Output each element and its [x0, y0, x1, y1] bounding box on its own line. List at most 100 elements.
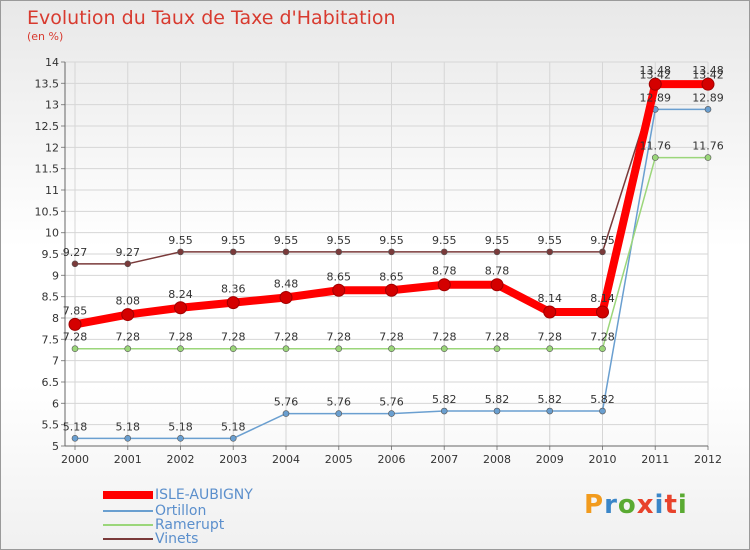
data-label: 7.28 [116, 331, 141, 344]
data-point [546, 345, 554, 353]
y-tick-label: 5 [52, 440, 59, 453]
data-label: 7.28 [327, 331, 352, 344]
data-label: 9.55 [274, 234, 299, 247]
data-label: 9.27 [116, 246, 141, 259]
data-label: 8.24 [168, 288, 193, 301]
legend-swatch-ramerupt [103, 524, 153, 526]
data-point [226, 296, 240, 310]
data-label: 12.89 [692, 91, 724, 104]
x-tick-label: 2000 [61, 453, 89, 466]
data-point [543, 305, 557, 319]
data-label: 8.14 [590, 292, 615, 305]
data-label: 13.48 [640, 64, 672, 77]
data-label: 8.08 [116, 295, 141, 308]
x-tick-label: 2007 [430, 453, 458, 466]
data-point [335, 345, 343, 353]
data-label: 7.28 [590, 331, 615, 344]
data-point [282, 248, 290, 256]
data-label: 8.65 [327, 270, 352, 283]
legend-item-isle-aubigny: ISLE-AUBIGNY [103, 488, 253, 502]
x-tick-label: 2002 [167, 453, 195, 466]
data-label: 9.55 [590, 234, 615, 247]
data-label: 5.18 [63, 420, 88, 433]
data-point [385, 283, 398, 297]
data-point [704, 106, 712, 113]
data-label: 8.78 [432, 265, 457, 278]
data-label: 9.55 [168, 234, 193, 247]
data-label: 5.76 [379, 396, 404, 409]
data-point [71, 260, 79, 268]
data-point [388, 410, 395, 417]
legend-label-ramerupt: Ramerupt [155, 517, 225, 533]
data-point [546, 407, 554, 415]
legend-label-isle-aubigny: ISLE-AUBIGNY [155, 487, 253, 503]
y-tick-label: 11 [45, 184, 59, 197]
data-point [493, 248, 501, 256]
legend-label-vinets: Vinets [155, 531, 199, 547]
data-point [177, 435, 184, 442]
data-point [651, 154, 659, 161]
y-tick-label: 8 [52, 312, 59, 325]
x-tick-label: 2010 [589, 453, 617, 466]
y-tick-label: 11.5 [35, 163, 60, 176]
data-label: 5.76 [274, 396, 299, 409]
legend-swatch-ortillon [103, 510, 153, 512]
data-point [68, 317, 82, 331]
y-tick-label: 8.5 [42, 291, 60, 304]
data-label: 7.28 [63, 331, 88, 344]
legend-label-ortillon: Ortillon [155, 503, 207, 519]
data-label: 7.85 [63, 304, 88, 317]
y-tick-label: 12 [45, 141, 59, 154]
data-point [648, 77, 662, 91]
data-point [229, 248, 237, 256]
y-tick-label: 10 [45, 227, 59, 240]
y-tick-label: 14 [45, 56, 59, 69]
data-label: 8.36 [221, 283, 246, 296]
data-point [440, 407, 448, 415]
data-label: 8.78 [485, 265, 510, 278]
data-point [124, 260, 132, 268]
y-tick-label: 10.5 [35, 205, 60, 218]
data-point [124, 345, 132, 353]
data-point [124, 435, 132, 442]
data-point [704, 154, 712, 161]
data-label: 5.18 [116, 420, 141, 433]
data-point [332, 283, 346, 297]
data-point [335, 248, 343, 256]
data-point [437, 278, 451, 292]
legend-item-ortillon: Ortillon [103, 504, 206, 518]
data-point [71, 345, 79, 353]
data-label: 5.82 [590, 393, 615, 406]
data-label: 7.28 [432, 331, 457, 344]
data-point [177, 345, 184, 353]
data-label: 5.82 [432, 393, 457, 406]
chart-title: Evolution du Taux de Taxe d'Habitation [27, 7, 396, 29]
x-tick-label: 2009 [536, 453, 564, 466]
x-tick-label: 2011 [641, 453, 669, 466]
data-label: 11.76 [640, 140, 672, 153]
y-tick-label: 9.5 [42, 248, 60, 261]
data-point [599, 407, 606, 415]
data-label: 13.42 [640, 69, 672, 82]
proxiti-logo: Proxiti [584, 490, 688, 520]
data-label: 11.76 [692, 140, 724, 153]
data-point [599, 248, 606, 256]
data-label: 12.89 [640, 91, 672, 104]
logo-letter: r [604, 490, 618, 520]
data-label: 9.55 [485, 234, 510, 247]
logo-letter: o [617, 490, 637, 520]
unit-label: (en %) [27, 30, 64, 43]
data-point [493, 407, 501, 415]
data-label: 9.55 [327, 234, 352, 247]
x-tick-label: 2004 [272, 453, 300, 466]
data-point [599, 345, 606, 353]
logo-letter: x [636, 490, 655, 520]
data-point [174, 301, 187, 315]
legend-item-ramerupt: Ramerupt [103, 518, 224, 532]
data-point [493, 345, 501, 353]
data-label: 5.82 [485, 393, 510, 406]
data-label: 9.55 [221, 234, 246, 247]
y-tick-label: 13.5 [35, 77, 60, 90]
data-point [121, 308, 135, 322]
